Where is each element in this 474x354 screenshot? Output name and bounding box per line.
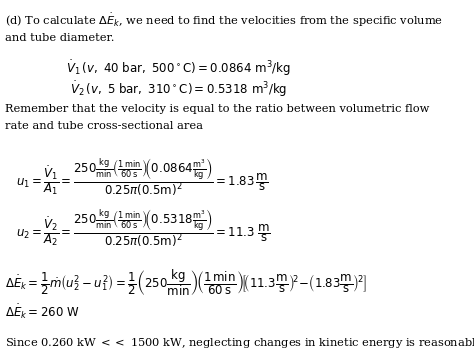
Text: $\Delta\dot{E}_k = \dfrac{1}{2}\dot{m}\left(u_2^2 - u_1^2\right) = \dfrac{1}{2}\: $\Delta\dot{E}_k = \dfrac{1}{2}\dot{m}\l…	[5, 268, 367, 298]
Text: $\dot{V}_1\,(v,\ 40\ \mathrm{bar},\ 500^\circ\mathrm{C}) = 0.0864\ \mathrm{m}^3/: $\dot{V}_1\,(v,\ 40\ \mathrm{bar},\ 500^…	[66, 59, 291, 78]
Text: and tube diameter.: and tube diameter.	[5, 33, 114, 43]
Text: rate and tube cross-sectional area: rate and tube cross-sectional area	[5, 121, 203, 131]
Text: $u_1 = \dfrac{\dot{V}_1}{A_1} = \dfrac{250\frac{\mathrm{kg}}{\mathrm{min}}\left(: $u_1 = \dfrac{\dot{V}_1}{A_1} = \dfrac{2…	[16, 156, 268, 198]
Text: (d) To calculate $\Delta\dot{E}_k$, we need to find the velocities from the spec: (d) To calculate $\Delta\dot{E}_k$, we n…	[5, 12, 443, 29]
Text: $u_2 = \dfrac{\dot{V}_2}{A_2} = \dfrac{250\frac{\mathrm{kg}}{\mathrm{min}}\left(: $u_2 = \dfrac{\dot{V}_2}{A_2} = \dfrac{2…	[16, 207, 270, 249]
Text: $\dot{V}_2\,(v,\ 5\ \mathrm{bar},\ 310^\circ\mathrm{C}) = 0.5318\ \mathrm{m}^3/\: $\dot{V}_2\,(v,\ 5\ \mathrm{bar},\ 310^\…	[70, 80, 287, 99]
Text: $\Delta\dot{E}_k = 260\ \mathrm{W}$: $\Delta\dot{E}_k = 260\ \mathrm{W}$	[5, 303, 80, 321]
Text: Remember that the velocity is equal to the ratio between volumetric flow: Remember that the velocity is equal to t…	[5, 104, 429, 114]
Text: Since 0.260 kW $<<$ 1500 kW, neglecting changes in kinetic energy is reasonable.: Since 0.260 kW $<<$ 1500 kW, neglecting …	[5, 336, 474, 350]
